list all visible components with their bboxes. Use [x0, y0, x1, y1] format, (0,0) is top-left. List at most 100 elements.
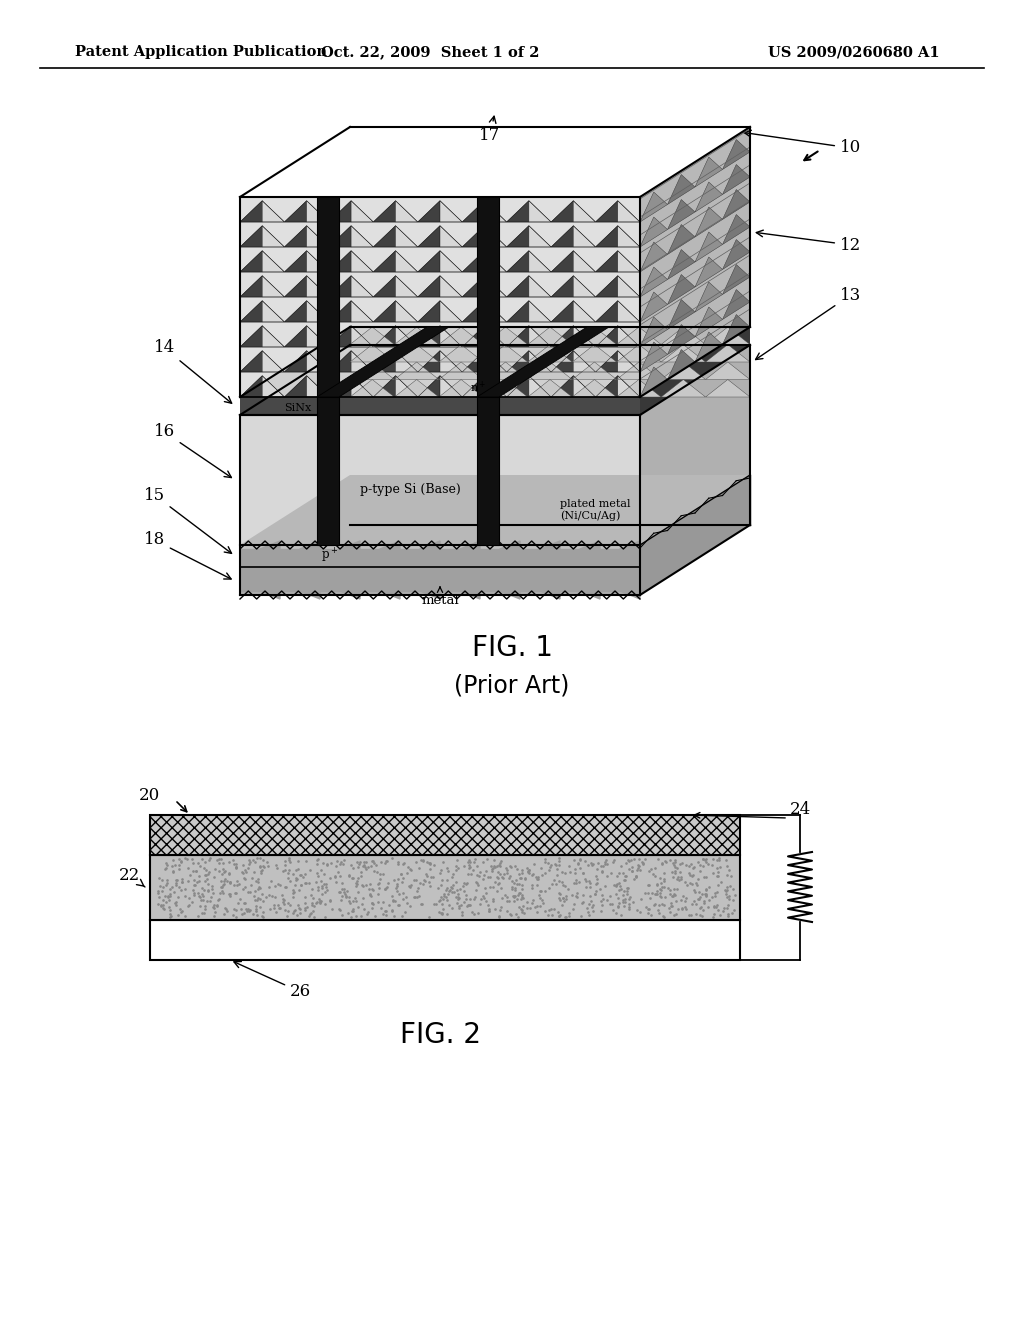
Point — [432, 903, 449, 924]
Text: FIG. 1: FIG. 1 — [471, 634, 553, 663]
Point — [297, 898, 313, 919]
Point — [395, 854, 412, 875]
Polygon shape — [394, 362, 439, 380]
Point — [150, 882, 166, 903]
Polygon shape — [285, 276, 306, 297]
Point — [580, 854, 596, 875]
Point — [459, 895, 475, 916]
Point — [390, 869, 407, 890]
Polygon shape — [527, 327, 572, 345]
Point — [610, 879, 627, 900]
Point — [527, 896, 544, 917]
Point — [608, 873, 625, 894]
Point — [582, 876, 598, 898]
Point — [692, 854, 709, 875]
Point — [165, 861, 181, 882]
Point — [307, 892, 324, 913]
Point — [429, 878, 445, 899]
Point — [206, 906, 222, 927]
Point — [624, 857, 640, 878]
Point — [528, 869, 545, 890]
Polygon shape — [240, 345, 750, 414]
Point — [690, 888, 707, 909]
Point — [599, 866, 615, 887]
Point — [319, 879, 336, 900]
Polygon shape — [462, 276, 484, 297]
Point — [260, 884, 276, 906]
Point — [626, 869, 642, 890]
Point — [551, 887, 567, 908]
Point — [365, 892, 381, 913]
Point — [616, 869, 633, 890]
Point — [377, 900, 393, 921]
Point — [504, 871, 520, 892]
Point — [371, 878, 387, 899]
Point — [484, 857, 501, 878]
Point — [165, 862, 181, 883]
Point — [187, 861, 204, 882]
Point — [584, 896, 600, 917]
Polygon shape — [395, 276, 418, 297]
Point — [285, 886, 301, 907]
Point — [260, 876, 276, 898]
Polygon shape — [439, 362, 483, 380]
Polygon shape — [668, 300, 695, 330]
Polygon shape — [317, 327, 449, 397]
Point — [319, 855, 336, 876]
Polygon shape — [380, 541, 400, 599]
Text: 24: 24 — [790, 801, 811, 818]
Point — [432, 890, 449, 911]
Polygon shape — [418, 376, 440, 397]
Point — [236, 862, 252, 883]
Polygon shape — [616, 362, 662, 380]
Point — [438, 879, 455, 900]
Point — [646, 894, 663, 915]
Polygon shape — [306, 376, 329, 397]
Point — [656, 850, 673, 871]
Point — [529, 869, 546, 890]
Point — [195, 849, 211, 870]
Polygon shape — [460, 541, 480, 599]
Point — [317, 874, 334, 895]
Point — [182, 865, 199, 886]
Point — [529, 874, 546, 895]
Polygon shape — [374, 251, 395, 272]
Point — [552, 904, 568, 925]
Point — [239, 900, 255, 921]
Polygon shape — [285, 301, 306, 322]
Point — [245, 904, 261, 925]
Point — [353, 874, 370, 895]
Point — [434, 894, 451, 915]
Point — [361, 883, 378, 904]
Point — [615, 862, 632, 883]
Point — [282, 894, 298, 915]
Point — [484, 858, 501, 879]
Point — [229, 892, 246, 913]
Point — [666, 855, 682, 876]
Point — [348, 851, 365, 873]
Point — [315, 863, 332, 884]
Point — [275, 894, 292, 915]
Point — [286, 900, 302, 921]
Polygon shape — [306, 326, 329, 347]
Point — [354, 876, 371, 898]
Point — [682, 873, 698, 894]
Point — [378, 850, 394, 871]
Point — [717, 879, 733, 900]
Polygon shape — [573, 376, 596, 397]
Point — [444, 875, 461, 896]
Polygon shape — [596, 251, 617, 272]
Point — [719, 876, 735, 898]
Point — [438, 890, 455, 911]
Point — [255, 850, 271, 871]
Point — [497, 884, 513, 906]
Point — [514, 887, 530, 908]
Point — [652, 867, 669, 888]
Polygon shape — [484, 251, 507, 272]
Polygon shape — [640, 267, 668, 297]
Point — [338, 884, 354, 906]
Point — [724, 903, 740, 924]
Text: (Prior Art): (Prior Art) — [455, 673, 569, 697]
Point — [421, 871, 437, 892]
Point — [716, 898, 732, 919]
